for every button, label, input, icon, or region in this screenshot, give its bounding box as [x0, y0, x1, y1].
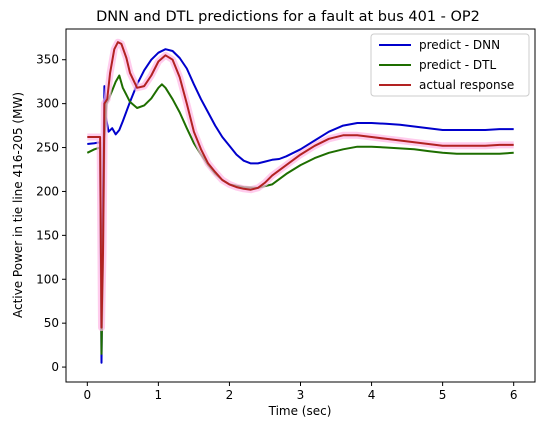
- x-tick-label: 5: [439, 388, 447, 402]
- y-tick-label: 250: [36, 141, 59, 155]
- legend-box: [370, 33, 530, 97]
- legend: predict - DNN predict - DTL actual respo…: [370, 33, 530, 97]
- x-tick-label: 3: [297, 388, 305, 402]
- y-tick-label: 200: [36, 184, 59, 198]
- x-tick-label: 4: [368, 388, 376, 402]
- legend-label-dnn: predict - DNN: [419, 38, 500, 52]
- y-tick-label: 300: [36, 97, 59, 111]
- x-tick-label: 1: [155, 388, 163, 402]
- y-tick-label: 100: [36, 272, 59, 286]
- y-axis: 0 50 100 150 200 250 300 350: [36, 53, 66, 374]
- y-tick-label: 50: [44, 316, 59, 330]
- chart-title: DNN and DTL predictions for a fault at b…: [96, 9, 480, 25]
- legend-label-dtl: predict - DTL: [419, 58, 496, 72]
- y-tick-label: 0: [51, 360, 59, 374]
- x-tick-label: 6: [510, 388, 518, 402]
- x-tick-label: 2: [226, 388, 234, 402]
- x-tick-label: 0: [83, 388, 91, 402]
- series-line-actual: [87, 41, 514, 329]
- x-axis: 0 1 2 3 4 5 6: [83, 382, 518, 402]
- y-tick-label: 350: [36, 53, 59, 67]
- legend-label-actual: actual response: [419, 78, 514, 92]
- y-tick-label: 150: [36, 228, 59, 242]
- y-axis-label: Active Power in tie line 416-205 (MW): [11, 92, 25, 318]
- series-line-dnn: [87, 48, 514, 364]
- series-layer: [86, 38, 514, 364]
- series-line-dtl: [86, 74, 514, 355]
- x-axis-label: Time (sec): [268, 404, 332, 418]
